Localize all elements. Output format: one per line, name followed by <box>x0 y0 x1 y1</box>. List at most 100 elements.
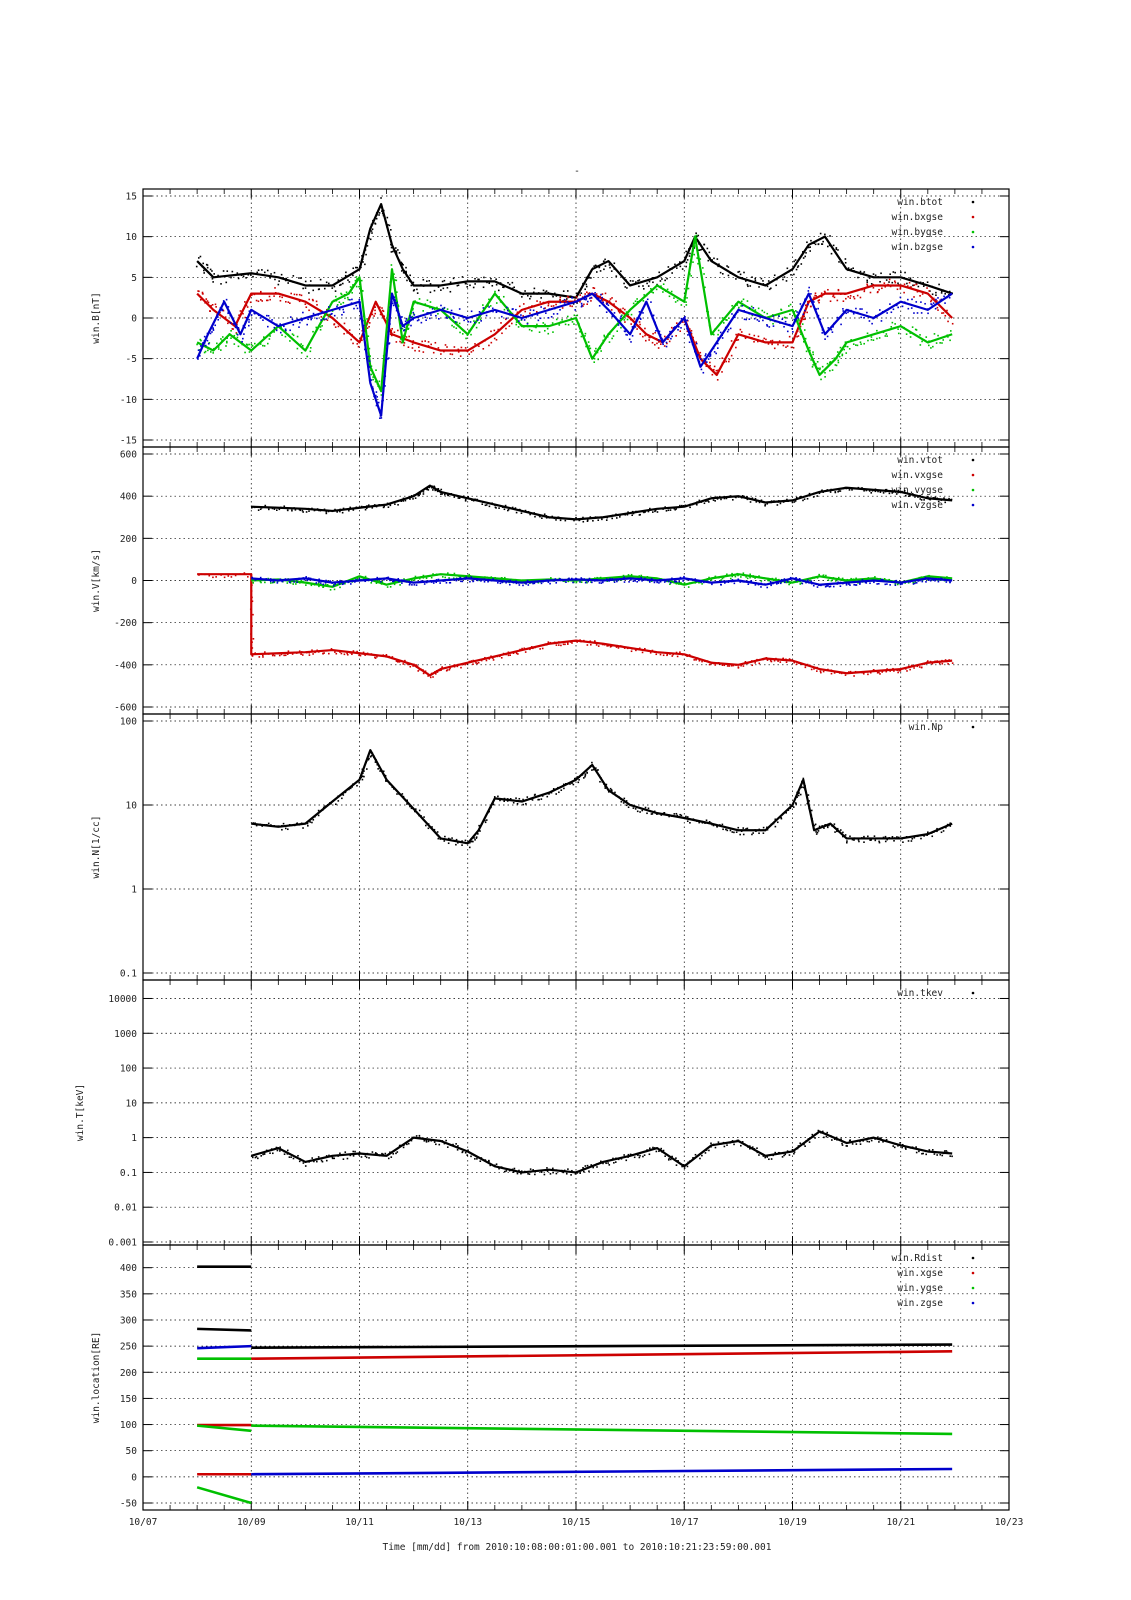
data-point <box>287 282 289 284</box>
data-point <box>388 783 391 785</box>
data-point <box>552 788 555 790</box>
data-point <box>419 491 421 494</box>
data-point <box>331 310 334 312</box>
data-point <box>914 328 917 331</box>
data-point <box>630 578 632 581</box>
data-point <box>430 343 432 346</box>
data-point <box>262 656 264 658</box>
data-point <box>862 272 864 275</box>
data-point <box>398 315 401 318</box>
data-point <box>745 576 747 578</box>
data-point <box>309 350 312 353</box>
data-point <box>720 1143 722 1145</box>
data-point <box>737 578 740 581</box>
data-point <box>949 339 951 342</box>
data-point <box>833 1138 836 1140</box>
data-point <box>429 317 431 320</box>
data-point <box>691 503 694 506</box>
data-point <box>609 298 612 300</box>
data-point <box>253 293 256 296</box>
data-point <box>766 285 769 288</box>
data-point <box>405 275 408 277</box>
data-point <box>721 357 724 359</box>
data-point <box>396 500 399 502</box>
data-point <box>867 339 869 342</box>
data-point <box>326 319 329 321</box>
data-point <box>513 1167 516 1170</box>
data-point <box>427 675 429 677</box>
data-point <box>801 323 804 325</box>
data-point <box>220 349 222 351</box>
data-point <box>346 580 349 583</box>
data-point <box>638 579 640 582</box>
data-point <box>496 655 499 658</box>
data-point <box>712 499 715 501</box>
data-point <box>693 659 696 661</box>
data-point <box>317 582 320 585</box>
data-point <box>782 812 784 815</box>
data-point <box>797 335 800 337</box>
data-point <box>626 575 629 578</box>
data-point <box>535 311 538 313</box>
y-tick-label: 0 <box>131 576 137 587</box>
data-point <box>815 829 818 831</box>
data-point <box>374 1152 377 1154</box>
data-point <box>730 1141 733 1143</box>
data-point <box>543 513 546 516</box>
data-point <box>299 509 302 512</box>
data-point <box>588 345 591 347</box>
data-point <box>586 581 588 584</box>
data-point <box>789 803 791 806</box>
data-point <box>772 325 775 327</box>
data-point <box>433 485 435 488</box>
data-point <box>823 827 825 829</box>
data-point <box>579 294 582 296</box>
data-point <box>802 318 805 321</box>
data-point <box>531 799 534 801</box>
data-point <box>897 489 900 492</box>
data-point <box>685 301 687 303</box>
data-point <box>860 487 863 490</box>
data-point <box>299 581 301 584</box>
data-point <box>433 828 436 831</box>
data-point <box>435 581 438 584</box>
y-tick-label: 300 <box>120 1315 137 1326</box>
data-point <box>507 281 509 284</box>
data-point <box>461 1150 464 1153</box>
data-point <box>262 344 264 347</box>
data-point <box>931 835 934 838</box>
data-point <box>824 338 826 340</box>
data-point <box>264 504 267 507</box>
data-point <box>816 666 818 669</box>
data-point <box>370 369 372 372</box>
data-point <box>346 332 349 334</box>
data-point <box>377 385 379 387</box>
data-point <box>653 1147 656 1149</box>
data-point <box>370 581 373 584</box>
data-point <box>509 798 512 800</box>
data-point <box>931 285 933 288</box>
data-point <box>863 271 866 273</box>
data-point <box>459 331 461 334</box>
data-point <box>802 777 805 780</box>
data-point <box>533 305 535 308</box>
data-point <box>592 519 594 522</box>
data-point <box>579 300 581 303</box>
data-point <box>536 300 538 302</box>
data-point <box>740 1144 742 1147</box>
data-point <box>280 506 282 509</box>
data-point <box>747 583 750 585</box>
data-point <box>921 1152 923 1155</box>
data-point <box>452 577 455 579</box>
data-point <box>798 319 800 322</box>
data-point <box>774 818 777 821</box>
data-point <box>382 654 385 656</box>
data-point <box>485 819 488 821</box>
data-point <box>542 289 545 292</box>
data-point <box>382 213 385 216</box>
data-point <box>643 576 645 579</box>
data-point <box>647 650 650 652</box>
data-point <box>852 578 855 581</box>
data-point <box>250 633 252 635</box>
data-point <box>263 823 266 826</box>
